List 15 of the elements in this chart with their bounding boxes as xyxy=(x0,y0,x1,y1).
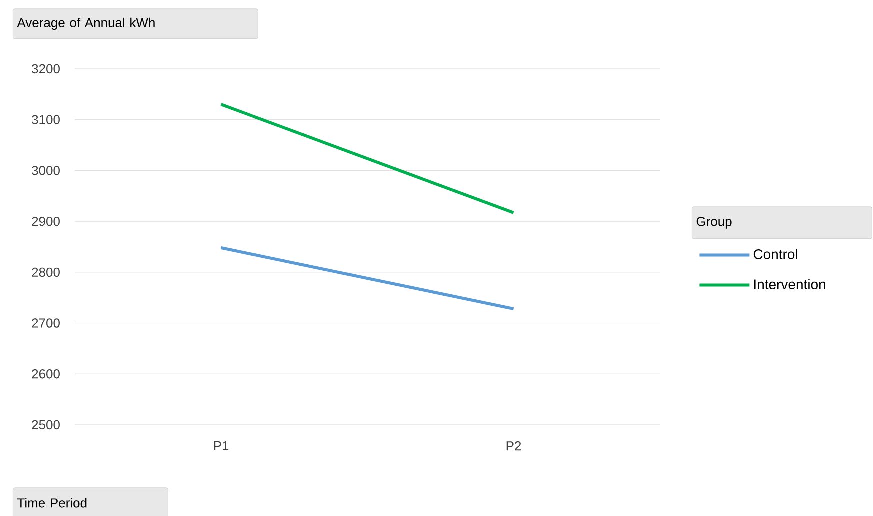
x-tick-label: P2 xyxy=(506,442,522,451)
x-tick-label: P1 xyxy=(214,442,229,450)
y-tick-label: 3100 xyxy=(32,115,60,124)
y-tick-label: 3000 xyxy=(32,166,60,176)
legend-label: Control xyxy=(754,249,798,260)
y-tick-label: 2500 xyxy=(32,420,60,430)
y-tick-label: 3200 xyxy=(32,64,60,74)
chart-title: Average of Annual kWh xyxy=(17,18,155,30)
legend-title: Group xyxy=(696,217,732,229)
y-tick-label: 2900 xyxy=(32,216,60,226)
y-tick-label: 2600 xyxy=(32,370,60,379)
x-axis-title: Time Period xyxy=(18,498,87,508)
y-tick-label: 2800 xyxy=(32,268,60,278)
y-tick-label: 2700 xyxy=(32,318,60,328)
legend-label: Intervention xyxy=(754,279,826,290)
